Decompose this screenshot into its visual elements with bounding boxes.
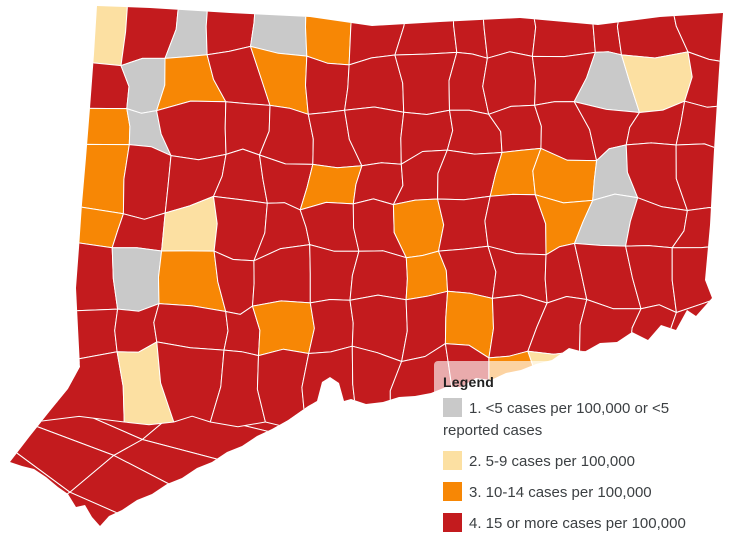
town-region[interactable] <box>33 0 129 67</box>
town-region[interactable] <box>308 299 354 354</box>
legend-item-4-label: 4. 15 or more cases per 100,000 <box>469 515 686 532</box>
town-region[interactable] <box>481 0 537 59</box>
town-region[interactable] <box>352 162 404 206</box>
town-region[interactable] <box>33 241 119 312</box>
town-region[interactable] <box>33 205 124 249</box>
town-region[interactable] <box>301 345 358 425</box>
town-region[interactable] <box>111 247 163 312</box>
town-region[interactable] <box>484 193 547 256</box>
town-region[interactable] <box>349 250 408 301</box>
town-region[interactable] <box>33 351 125 423</box>
town-region[interactable] <box>256 348 310 428</box>
legend-title: Legend <box>443 374 494 390</box>
town-region[interactable] <box>252 300 315 357</box>
legend-swatch-category-1 <box>443 398 462 417</box>
town-region[interactable] <box>671 244 729 313</box>
town-region[interactable] <box>482 51 536 115</box>
town-region[interactable] <box>530 0 596 58</box>
town-region[interactable] <box>452 0 488 59</box>
town-region[interactable] <box>394 0 458 56</box>
town-region[interactable] <box>33 308 119 360</box>
town-region[interactable] <box>344 54 405 113</box>
legend-item-4: 4. 15 or more cases per 100,000 <box>443 513 717 535</box>
legend-item-2: 2. 5-9 cases per 100,000 <box>443 451 717 473</box>
town-region[interactable] <box>305 0 353 66</box>
town-region[interactable] <box>487 245 548 304</box>
town-region[interactable] <box>250 0 308 57</box>
legend-item-1-label: 1. <5 cases per 100,000 or <5 reported c… <box>443 400 670 439</box>
town-region[interactable] <box>33 143 130 215</box>
legend-item-3: 3. 10-14 cases per 100,000 <box>443 482 717 504</box>
legend-panel: Legend 1. <5 cases per 100,000 or <5 rep… <box>434 361 729 540</box>
town-region[interactable] <box>305 55 350 115</box>
town-region[interactable] <box>437 195 491 252</box>
legend-item-2-label: 2. 5-9 cases per 100,000 <box>469 453 635 470</box>
town-region[interactable] <box>684 51 729 108</box>
legend-item-3-label: 3. 10-14 cases per 100,000 <box>469 484 652 501</box>
town-region[interactable] <box>438 245 497 299</box>
town-region[interactable] <box>394 51 458 115</box>
legend-swatch-category-2 <box>443 451 462 470</box>
legend-item-1: 1. <5 cases per 100,000 or <5 reported c… <box>443 398 717 442</box>
town-region[interactable] <box>122 144 172 220</box>
legend-swatch-category-3 <box>443 482 462 501</box>
legend-swatch-category-4 <box>443 513 462 532</box>
